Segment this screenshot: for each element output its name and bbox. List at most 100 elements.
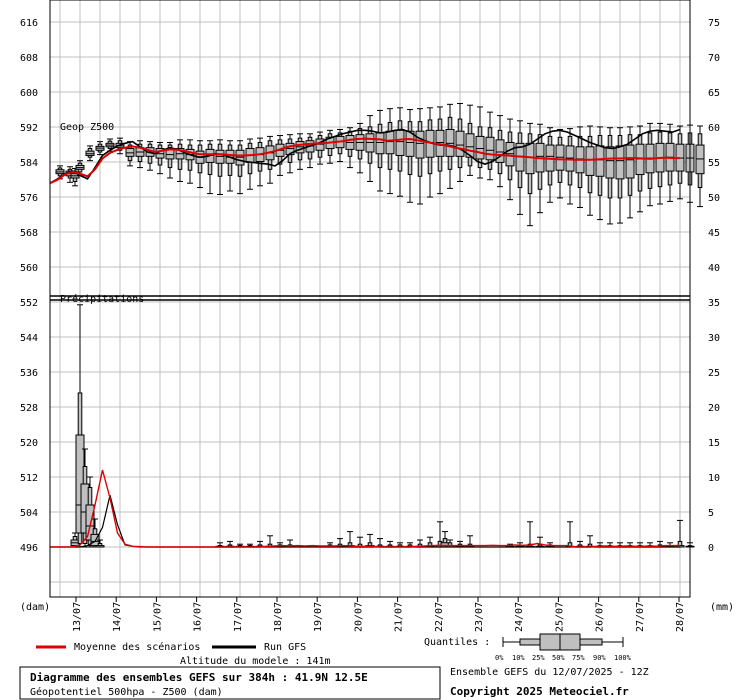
- precip-box: [345, 531, 355, 548]
- quantile-tick-label: 75%: [572, 654, 585, 662]
- right-tick-label: 60: [708, 123, 720, 134]
- z500-box: [355, 122, 365, 174]
- precip-box: [565, 521, 575, 548]
- z500-box: [375, 109, 385, 192]
- box-25-75: [605, 146, 615, 179]
- right-tick-label: 55: [708, 158, 720, 169]
- right-tick-label: 70: [708, 53, 720, 64]
- z500-box: [425, 107, 435, 198]
- z500-box: [275, 135, 285, 176]
- left-tick-label: 560: [20, 263, 38, 274]
- precip-boxes: [70, 304, 695, 548]
- z500-box: [75, 160, 85, 176]
- legend-mean-label: Moyenne des scénarios: [74, 641, 200, 653]
- right-tick-label: 65: [708, 88, 720, 99]
- z500-box: [695, 125, 705, 208]
- series-lines: [49, 128, 681, 548]
- left-tick-label: 536: [20, 368, 38, 379]
- right-axis-unit: (mm): [710, 602, 734, 613]
- z500-box: [545, 127, 555, 203]
- x-date-label: 16/07: [193, 602, 204, 632]
- z500-box: [315, 131, 325, 165]
- precip-box: [365, 533, 375, 548]
- left-tick-label: 504: [20, 508, 38, 519]
- z500-box: [475, 106, 485, 179]
- x-date-label: 21/07: [394, 602, 405, 632]
- z500-box: [245, 138, 255, 190]
- right-tick-label: 20: [708, 403, 720, 414]
- z500-box: [155, 141, 165, 175]
- z500-box: [615, 127, 625, 224]
- quantiles-label: Quantiles :: [424, 637, 490, 648]
- right-tick-label: 10: [708, 473, 720, 484]
- z500-box: [125, 141, 135, 167]
- z500-box: [205, 140, 215, 195]
- x-date-label: 19/07: [313, 602, 324, 632]
- altitude-text: Altitude du modele : 141m: [180, 656, 331, 667]
- precip-run-line: [50, 495, 680, 548]
- box-25-75: [415, 130, 425, 159]
- right-tick-label: 35: [708, 298, 720, 309]
- x-axis: 13/07 14/07 15/07 16/07 17/07 18/07 19/07 20/07…: [72, 597, 686, 632]
- precip-box: [265, 535, 275, 548]
- z500-box: [405, 109, 415, 203]
- quantile-tick-labels: 0% 10% 25% 50% 75% 90% 100%: [495, 654, 632, 662]
- z500-box: [465, 104, 475, 176]
- z500-box: [665, 123, 675, 202]
- z500-box: [485, 111, 495, 181]
- chart-title: Diagramme des ensembles GEFS sur 384h : …: [30, 671, 368, 684]
- right-tick-label: 45: [708, 228, 720, 239]
- x-date-label: 22/07: [434, 602, 445, 632]
- z500-box: [70, 167, 80, 187]
- quantile-tick-label: 10%: [512, 654, 525, 662]
- precip-box: [675, 519, 685, 548]
- box-25-75: [615, 145, 625, 180]
- quantile-tick-label: 100%: [614, 654, 632, 662]
- precip-box: [585, 535, 595, 548]
- chart-subtitle: Géopotentiel 500hpa - Z500 (dam): [30, 686, 223, 698]
- precip-box: [525, 521, 535, 548]
- precip-box: [80, 448, 90, 548]
- z500-box: [385, 108, 395, 195]
- z500-box: [135, 140, 145, 169]
- left-tick-label: 592: [20, 123, 38, 134]
- precip-box: [95, 539, 105, 548]
- left-tick-label: 528: [20, 403, 38, 414]
- left-tick-label: 600: [20, 88, 38, 99]
- plot-frame: [49, 0, 691, 598]
- right-tick-label: 50: [708, 193, 720, 204]
- box-25-75: [85, 504, 95, 541]
- quantile-tick-label: 0%: [495, 654, 504, 662]
- z500-box: [295, 133, 305, 170]
- z500-box: [515, 120, 525, 215]
- plot-border: [49, 0, 691, 598]
- z500-box: [145, 141, 155, 171]
- z500-box: [225, 140, 235, 192]
- z500-box: [565, 128, 575, 205]
- z500-box: [455, 102, 465, 182]
- box-25-75: [585, 146, 595, 176]
- right-tick-label: 75: [708, 18, 720, 29]
- box-25-75: [465, 133, 475, 158]
- x-date-label: 25/07: [554, 602, 565, 632]
- right-tick-label: 15: [708, 438, 720, 449]
- x-date-label: 17/07: [233, 602, 244, 632]
- x-date-label: 26/07: [595, 602, 606, 632]
- precip-box: [385, 540, 395, 548]
- z500-box: [345, 127, 355, 169]
- quantile-tick-label: 90%: [593, 654, 606, 662]
- z500-box: [555, 128, 565, 199]
- box-25-75: [475, 135, 485, 160]
- right-tick-label: 0: [708, 543, 714, 554]
- quantile-tick-label: 50%: [552, 654, 565, 662]
- left-tick-label: 576: [20, 193, 38, 204]
- z500-box: [365, 115, 375, 182]
- z500-box: [595, 126, 605, 221]
- z500-box: [85, 145, 95, 162]
- precip-box: [575, 540, 585, 548]
- z500-box: [605, 127, 615, 225]
- z500-box: [265, 135, 275, 184]
- box-25-75: [375, 132, 385, 155]
- z500-box: [495, 115, 505, 188]
